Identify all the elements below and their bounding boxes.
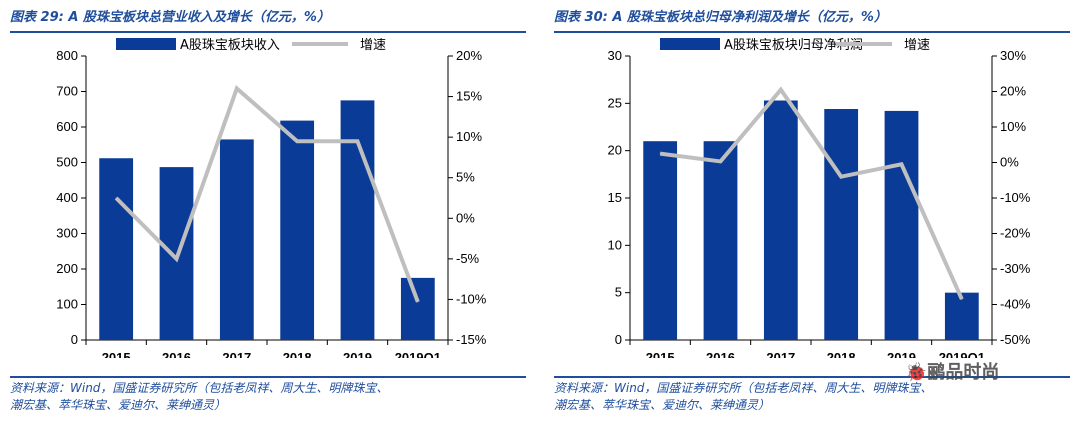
bar [884, 110, 919, 340]
right-tick-label: -50% [1000, 332, 1031, 347]
category-label: 2016 [706, 350, 735, 358]
bar [703, 141, 738, 340]
bar [824, 109, 859, 340]
category-label: 2015 [102, 350, 131, 358]
left-tick-label: 5 [615, 285, 622, 300]
figure-title: 图表 30: A 股珠宝板块总归母净利润及增长（亿元，%） [554, 10, 887, 25]
chart-panel-net-profit: 图表 30: A 股珠宝板块总归母净利润及增长（亿元，%） 0 5 10 15 20 25… [554, 0, 1070, 421]
growth-point [357, 140, 358, 142]
right-tick-label: 30% [1000, 48, 1026, 63]
right-tick-label: 20% [456, 48, 482, 63]
left-tick-label: 20 [608, 143, 622, 158]
right-tick-label: 10% [1000, 119, 1026, 134]
watermark-logo: 🐞鹂品时尚 [905, 362, 1000, 383]
right-tick-label: 15% [456, 89, 482, 104]
bar [763, 100, 798, 340]
legend-swatch-bars [660, 38, 720, 50]
right-tick-label: -10% [1000, 190, 1031, 205]
left-tick-label: 30 [608, 48, 622, 63]
net-profit-chart: 0 5 10 15 20 25 30 -50% -40% -30% -20% -10% 0% 10% 20%… [608, 38, 1031, 358]
left-tick-label: 100 [56, 297, 78, 312]
growth-point [720, 160, 721, 162]
revenue-chart: 0 100 200 300 400 500 600 700 800 -15% -10% -5% 0% 5%… [56, 38, 487, 358]
growth-point [236, 87, 238, 89]
category-label: 2017 [766, 350, 795, 358]
bar [280, 120, 315, 340]
right-tick-label: -15% [456, 332, 487, 347]
left-tick-label: 200 [56, 261, 78, 276]
right-tick-label: 10% [456, 129, 482, 144]
category-label: 2017 [222, 350, 251, 358]
legend-label-bars: A股珠宝板块收入 [180, 38, 280, 53]
category-label: 2019Q1 [939, 350, 985, 358]
category-label: 2016 [162, 350, 191, 358]
right-tick-label: 20% [1000, 84, 1026, 99]
category-label: 2018 [827, 350, 856, 358]
right-tick-label: -5% [456, 251, 480, 266]
growth-point [901, 163, 902, 165]
source-note: 资料来源：Wind，国盛证券研究所（包括老凤祥、周大生、明牌珠宝、 潮宏基、萃华… [554, 380, 1070, 414]
legend-label-line: 增速 [904, 38, 930, 53]
source-note: 资料来源：Wind，国盛证券研究所（包括老凤祥、周大生、明牌珠宝、 潮宏基、萃华… [10, 380, 526, 414]
source-line-2: 潮宏基、萃华珠宝、爱迪尔、莱绅通灵） [10, 398, 227, 412]
title-rule [554, 31, 1070, 33]
growth-point [115, 197, 117, 199]
growth-line [114, 85, 420, 303]
left-tick-label: 0 [71, 332, 78, 347]
left-tick-label: 25 [608, 95, 622, 110]
legend-label-line: 增速 [360, 38, 386, 53]
left-tick-label: 400 [56, 190, 78, 205]
chart-panel-revenue: 图表 29: A 股珠宝板块总营业收入及增长（亿元，%） 0 100 200 300 4… [10, 0, 526, 421]
growth-point [840, 176, 842, 178]
legend-swatch-bars [116, 38, 176, 50]
growth-point [417, 301, 419, 303]
bar [400, 277, 435, 340]
category-label: 2019Q1 [395, 350, 441, 358]
source-line-1: 资料来源：Wind，国盛证券研究所（包括老凤祥、周大生、明牌珠宝、 [10, 381, 389, 395]
source-rule [554, 376, 1070, 378]
growth-line [659, 86, 964, 300]
bar [643, 141, 678, 340]
right-tick-label: -10% [456, 291, 487, 306]
growth-point [961, 298, 963, 300]
bar [219, 139, 254, 340]
right-tick-label: -30% [1000, 261, 1031, 276]
right-tick-label: 5% [456, 170, 475, 185]
source-line-2: 潮宏基、萃华珠宝、爱迪尔、莱绅通灵） [554, 398, 771, 412]
left-tick-label: 10 [608, 237, 622, 252]
source-rule [10, 376, 526, 378]
left-tick-label: 800 [56, 48, 78, 63]
bar [340, 100, 375, 340]
left-tick-label: 300 [56, 226, 78, 241]
left-tick-label: 0 [615, 332, 622, 347]
right-tick-label: -40% [1000, 297, 1031, 312]
title-rule [10, 31, 526, 33]
category-label: 2018 [283, 350, 312, 358]
growth-point [659, 153, 661, 155]
right-tick-label: 0% [456, 210, 475, 225]
growth-point [296, 140, 298, 142]
figure-title: 图表 29: A 股珠宝板块总营业收入及增长（亿元，%） [10, 10, 330, 25]
left-tick-label: 15 [608, 190, 622, 205]
left-tick-label: 700 [56, 84, 78, 99]
category-label: 2015 [646, 350, 675, 358]
legend-label-bars: A股珠宝板块归母净利润 [724, 38, 863, 53]
bar [944, 292, 979, 340]
growth-point [780, 89, 782, 91]
category-label: 2019 [343, 350, 372, 358]
growth-point [176, 258, 177, 260]
source-line-1: 资料来源：Wind，国盛证券研究所（包括老凤祥、周大生、明牌珠宝、 [554, 381, 933, 395]
bar [99, 158, 134, 340]
right-tick-label: 0% [1000, 155, 1019, 170]
left-tick-label: 500 [56, 155, 78, 170]
left-tick-label: 600 [56, 119, 78, 134]
right-tick-label: -20% [1000, 226, 1031, 241]
category-label: 2019 [887, 350, 916, 358]
